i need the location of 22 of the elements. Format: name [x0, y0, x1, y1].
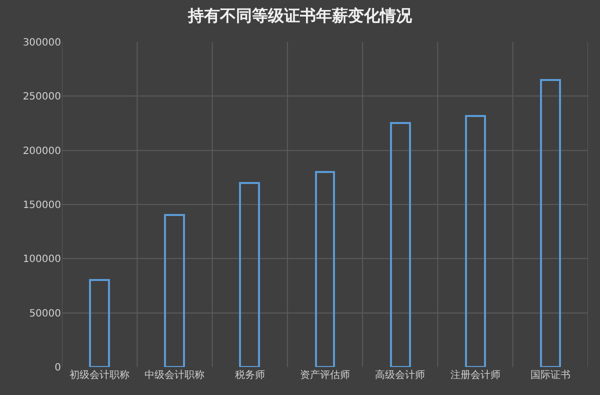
- y-tick-label: 50000: [29, 308, 61, 320]
- x-tick-label: 中级会计职称: [144, 369, 205, 381]
- x-tick-label: 高级会计师: [375, 369, 426, 381]
- x-tick-label: 税务师: [234, 369, 265, 381]
- y-tick-label: 300000: [22, 38, 61, 48]
- bar: [390, 122, 411, 367]
- bar: [315, 171, 335, 367]
- bar: [89, 279, 110, 367]
- bar: [540, 79, 561, 367]
- x-tick-label: 注册会计师: [450, 369, 500, 381]
- y-tick-label: 100000: [22, 254, 61, 266]
- x-tick-label: 国际证书: [530, 369, 570, 381]
- y-tick-label: 200000: [22, 146, 61, 157]
- y-tick-label: 250000: [22, 92, 61, 103]
- bar: [164, 214, 185, 367]
- x-tick-label: 资产评估师: [300, 369, 350, 381]
- y-tick-label: 150000: [22, 200, 61, 211]
- x-tick-label: 初级会计职称: [70, 369, 130, 381]
- bar: [239, 182, 260, 367]
- bar: [465, 115, 486, 367]
- y-tick-label: 0: [54, 362, 61, 374]
- chart-title: 持有不同等级证书年薪变化情况: [187, 6, 413, 26]
